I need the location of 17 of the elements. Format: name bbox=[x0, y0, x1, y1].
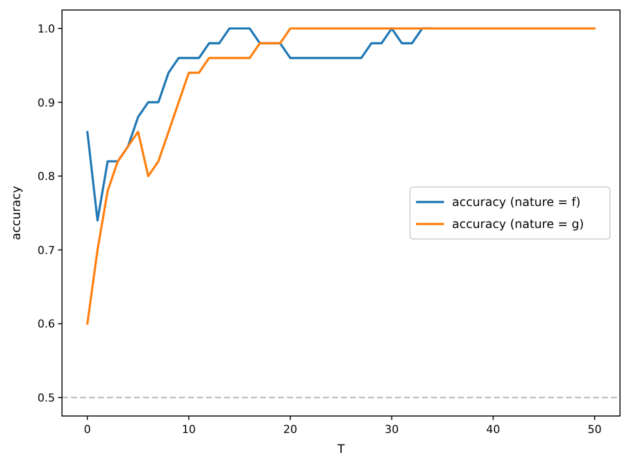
y-axis-title: accuracy bbox=[9, 186, 23, 240]
x-tick-label: 20 bbox=[283, 423, 298, 436]
y-tick-label: 1.0 bbox=[38, 22, 55, 36]
line-series bbox=[86, 27, 596, 325]
x-axis-title: T bbox=[336, 442, 346, 456]
x-tick-label: 30 bbox=[384, 423, 399, 436]
y-tick-label: 0.9 bbox=[38, 96, 55, 110]
x-tick-label: 40 bbox=[486, 423, 500, 436]
x-tick-label: 10 bbox=[182, 423, 196, 436]
legend-label: accuracy (nature = f) bbox=[452, 195, 581, 209]
y-tick-label: 0.8 bbox=[38, 170, 55, 184]
y-tick-label: 0.6 bbox=[38, 318, 55, 331]
legend-label: accuracy (nature = g) bbox=[452, 217, 584, 231]
x-tick-label: 50 bbox=[588, 423, 602, 436]
y-tick-label: 0.5 bbox=[38, 392, 55, 405]
y-tick-label: 0.7 bbox=[38, 244, 55, 257]
x-tick-label: 0 bbox=[84, 423, 91, 436]
